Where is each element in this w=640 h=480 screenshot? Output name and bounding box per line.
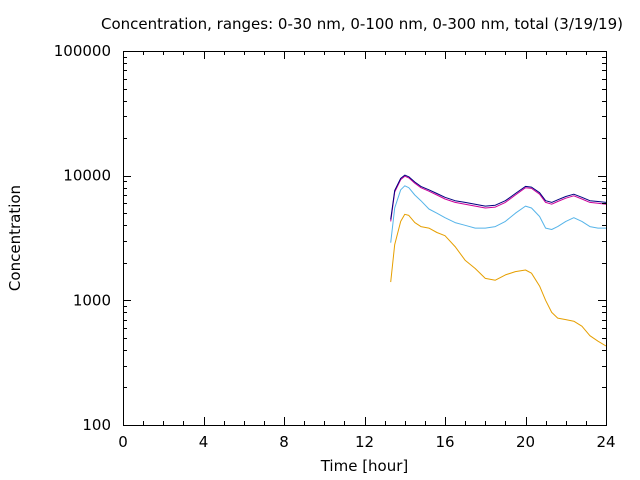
x-tick-label: 0: [118, 433, 128, 451]
y-axis-label: Concentration: [6, 185, 24, 291]
series-line-2: [390, 185, 606, 243]
x-tick-label: 12: [355, 433, 374, 451]
y-tick-label: 10000: [63, 167, 111, 185]
x-tick-label: 24: [596, 433, 615, 451]
x-tick-label: 4: [199, 433, 209, 451]
x-axis-label: Time [hour]: [320, 457, 409, 475]
y-tick-label: 1000: [73, 291, 111, 309]
series-layer: [390, 174, 607, 347]
series-line-3: [390, 175, 607, 222]
x-tick-label: 16: [435, 433, 454, 451]
y-tick-label: 100: [82, 416, 111, 434]
x-tick-label: 8: [279, 433, 289, 451]
tick-layer: 0 4 8 12 16 20 24 100 1000 10000 100000: [54, 42, 616, 451]
series-line-1: [390, 213, 607, 347]
chart-title: Concentration, ranges: 0-30 nm, 0-100 nm…: [101, 15, 623, 33]
series-line-4: [390, 174, 607, 220]
x-tick-label: 20: [516, 433, 535, 451]
plot-frame: [123, 51, 607, 426]
y-tick-label: 100000: [54, 42, 111, 60]
